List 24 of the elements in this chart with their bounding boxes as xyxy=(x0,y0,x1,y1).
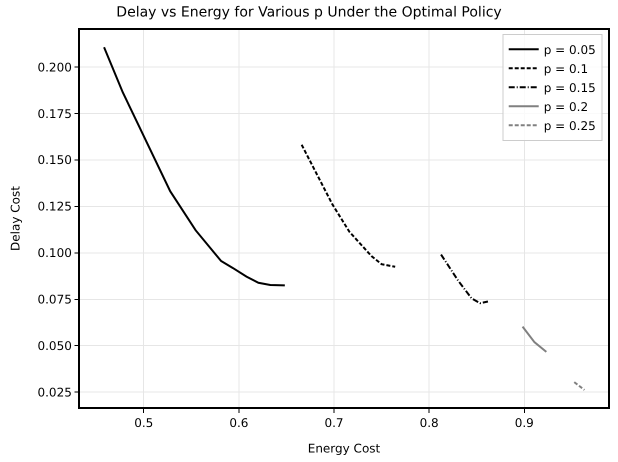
x-tick-label: 0.8 xyxy=(420,416,439,430)
legend-label: p = 0.15 xyxy=(544,80,596,95)
x-axis-title: Energy Cost xyxy=(308,442,381,456)
line-series xyxy=(440,254,489,304)
y-tick-label: 0.150 xyxy=(37,153,72,168)
y-tick-label: 0.175 xyxy=(37,106,72,121)
y-tick-label: 0.025 xyxy=(37,385,72,400)
x-tick-label: 0.6 xyxy=(229,416,248,430)
y-tick-label: 0.125 xyxy=(37,200,72,214)
y-axis-title: Delay Cost xyxy=(8,186,22,251)
x-tick-label: 0.5 xyxy=(134,416,154,430)
legend-label: p = 0.05 xyxy=(544,42,596,57)
y-tick-label: 0.050 xyxy=(37,338,72,353)
legend-label: p = 0.2 xyxy=(544,100,588,114)
x-tick-label: 0.7 xyxy=(324,416,344,430)
line-series xyxy=(103,46,286,286)
chart-title: Delay vs Energy for Various p Under the Optimal Policy xyxy=(116,4,502,21)
legend-label: p = 0.1 xyxy=(544,62,588,76)
y-tick-label: 0.200 xyxy=(37,60,72,74)
legend-label: p = 0.25 xyxy=(544,118,596,133)
y-tick-label: 0.075 xyxy=(37,292,72,306)
x-tick-label: 0.9 xyxy=(514,416,534,430)
y-tick-label: 0.100 xyxy=(37,246,72,260)
line-series xyxy=(300,144,396,268)
